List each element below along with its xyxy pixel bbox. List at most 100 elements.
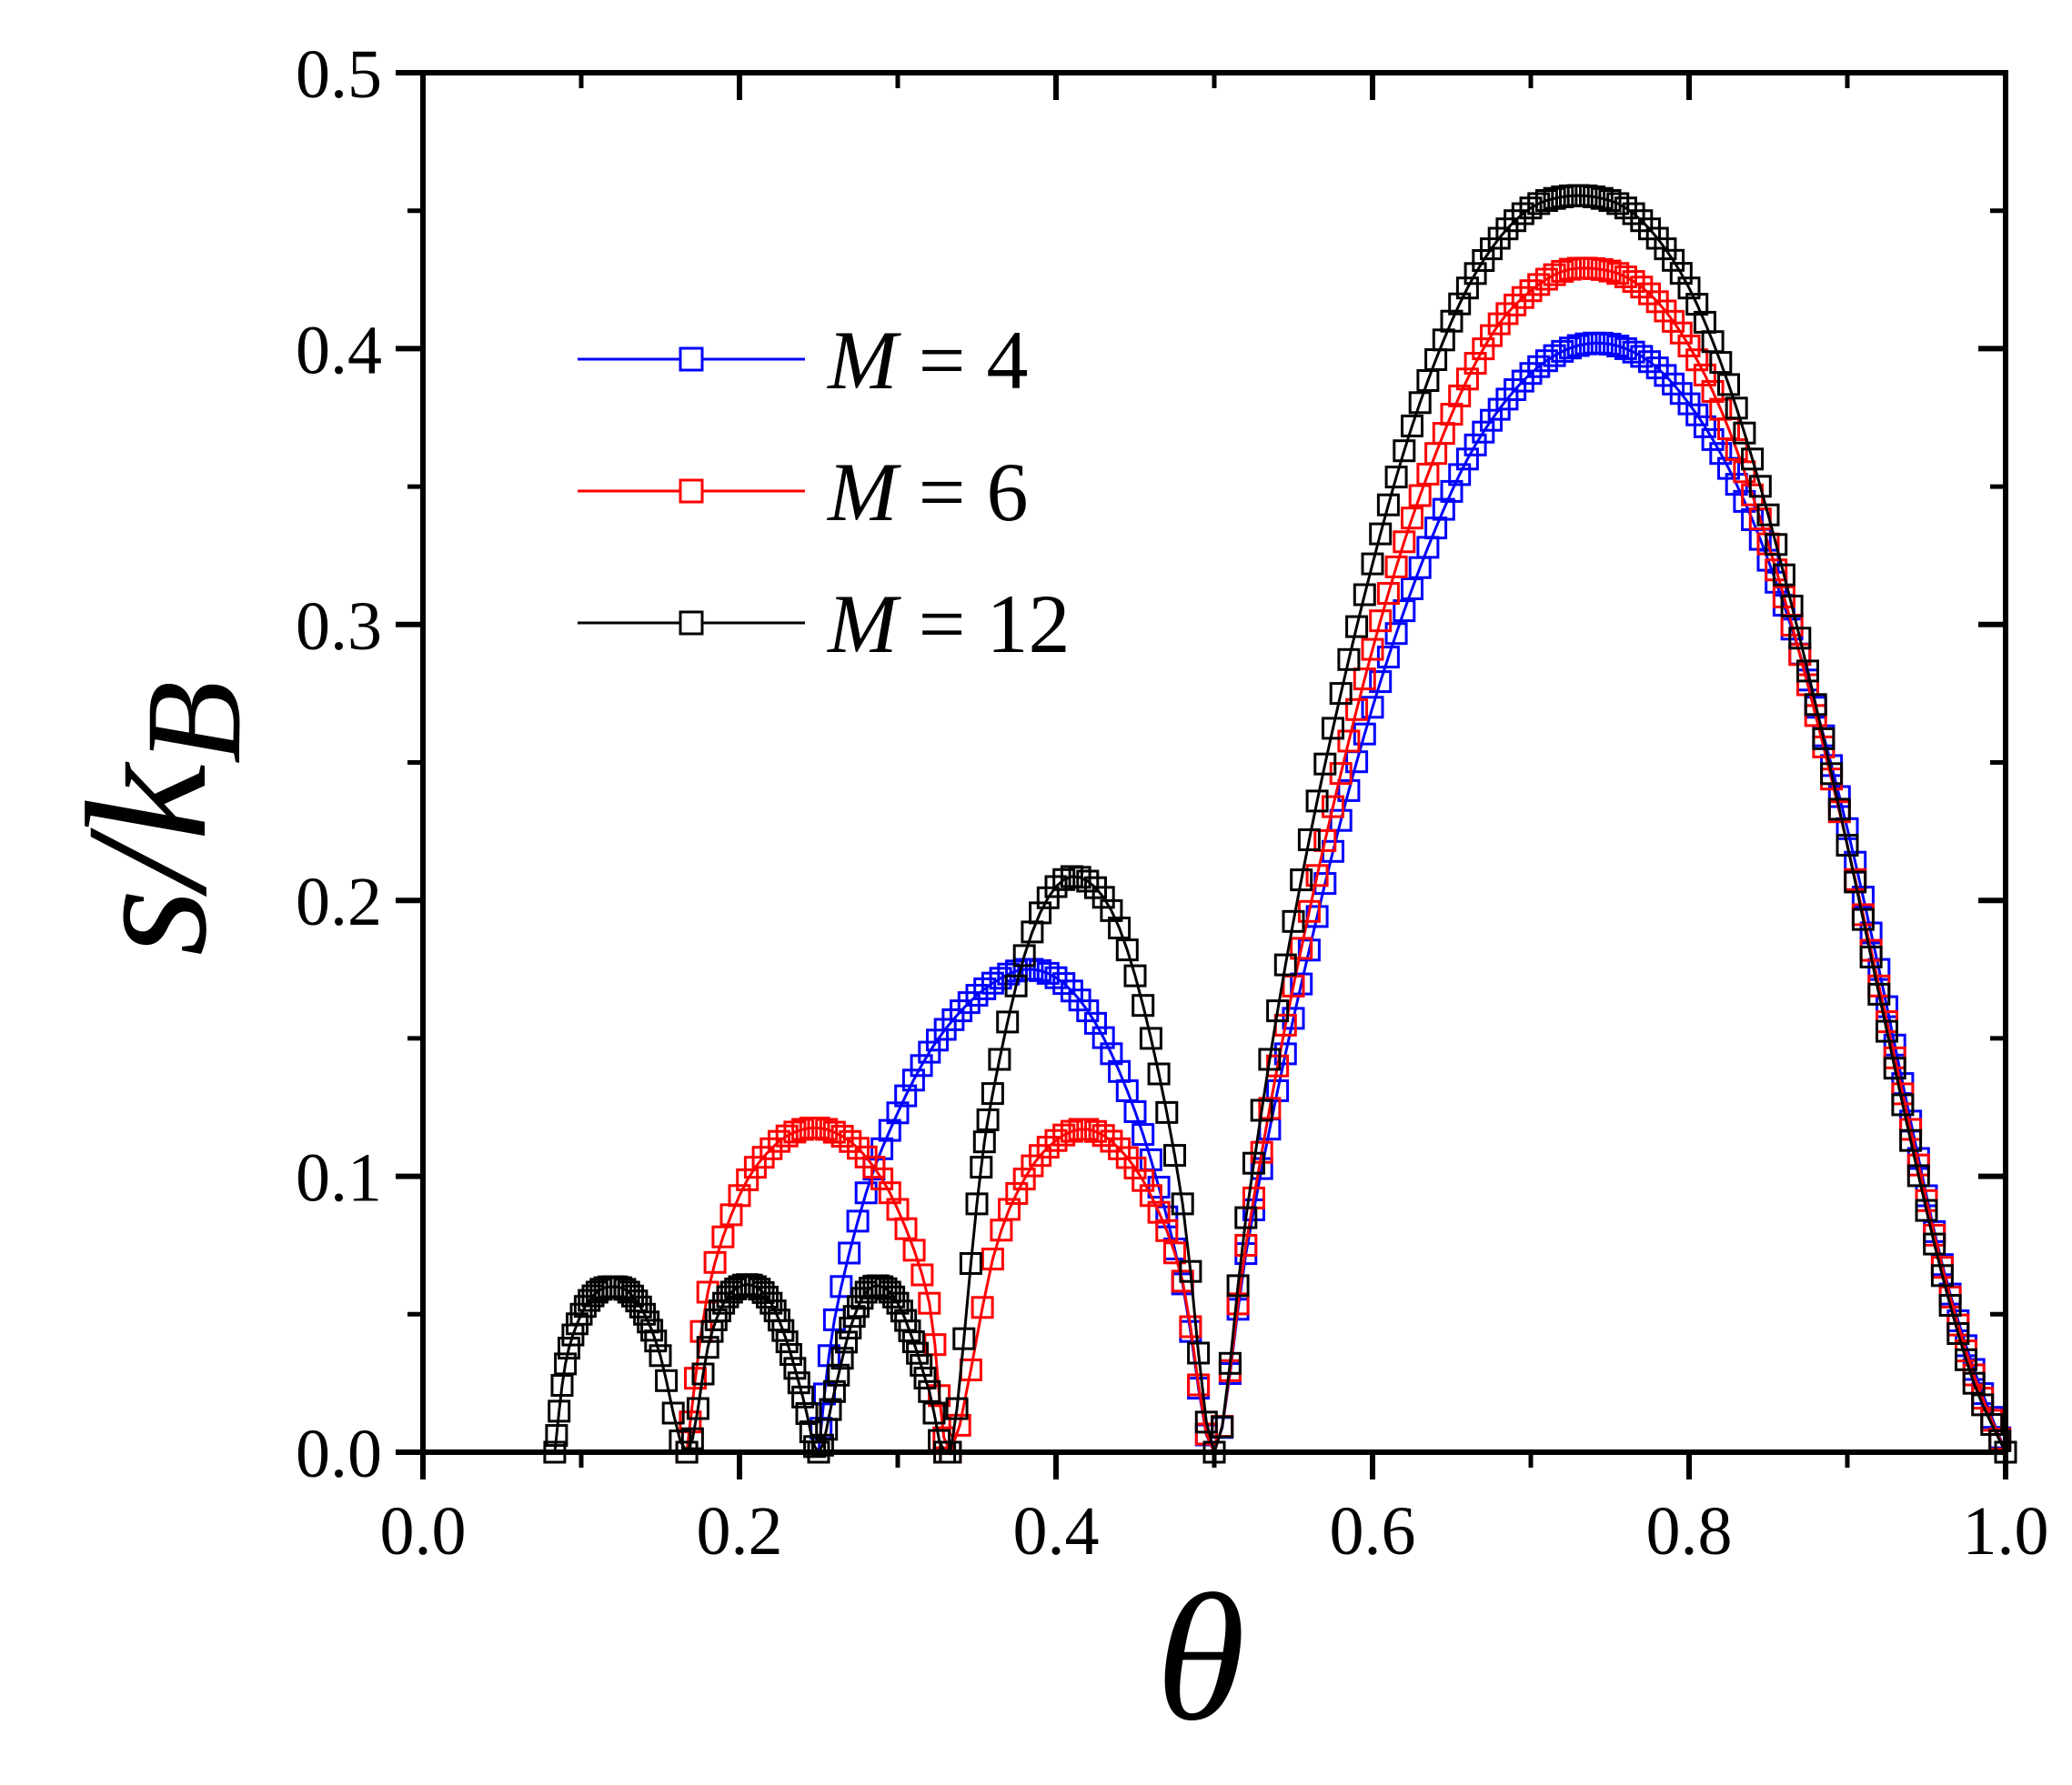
data-point-marker	[1100, 898, 1123, 922]
data-point-marker	[1376, 646, 1400, 669]
data-point-marker	[1859, 945, 1883, 968]
data-point-marker	[1353, 722, 1376, 746]
data-point-marker	[751, 1146, 775, 1169]
data-point-marker	[910, 1263, 934, 1287]
data-point-marker	[965, 984, 989, 1007]
legend-marker	[679, 346, 704, 372]
data-point-marker	[1384, 466, 1408, 489]
data-point-marker	[1930, 1264, 1954, 1288]
data-point-marker	[1645, 356, 1669, 380]
data-point-marker	[965, 1192, 989, 1216]
y-tick-label: 0.4	[296, 312, 382, 388]
data-point-marker	[981, 1082, 1004, 1106]
svg-text:s/kB: s/kB	[52, 681, 269, 957]
data-point-marker	[775, 1124, 799, 1148]
data-point-marker	[1132, 1168, 1155, 1192]
data-point-marker	[1076, 1118, 1100, 1141]
data-point-marker	[1258, 1097, 1282, 1120]
data-point-marker	[957, 991, 981, 1015]
data-point-marker	[894, 1217, 918, 1240]
data-point-marker	[1606, 262, 1630, 286]
data-point-marker	[1123, 1100, 1147, 1123]
data-point-marker	[1226, 1274, 1250, 1298]
data-point-marker	[1756, 503, 1780, 526]
x-tick-label: 0.2	[697, 1493, 783, 1569]
data-point-marker	[1701, 380, 1725, 403]
data-point-marker	[1741, 447, 1765, 471]
data-point-marker	[1029, 901, 1052, 925]
data-point-marker	[1859, 921, 1883, 945]
data-point-marker	[1012, 944, 1036, 968]
x-tick-label: 0.8	[1646, 1493, 1733, 1569]
data-point-marker	[775, 1330, 799, 1354]
data-point-marker	[1297, 938, 1321, 962]
data-point-marker	[959, 1252, 982, 1275]
data-point-marker	[1463, 352, 1487, 375]
data-point-marker	[996, 1010, 1020, 1034]
data-point-marker	[952, 1327, 976, 1350]
legend-label: M = 6	[826, 446, 1029, 538]
data-point-marker	[1598, 259, 1622, 283]
data-point-marker	[1115, 938, 1139, 962]
data-point-marker	[1709, 351, 1733, 375]
data-point-marker	[1804, 693, 1827, 717]
data-point-marker	[1393, 439, 1416, 463]
data-point-marker	[988, 1048, 1011, 1071]
data-point-marker	[1052, 1123, 1076, 1147]
data-point-marker	[1132, 994, 1155, 1018]
data-point-marker	[1393, 530, 1416, 554]
data-point-marker	[1179, 1315, 1202, 1339]
data-point-marker	[1630, 276, 1654, 299]
data-point-marker	[835, 1330, 858, 1354]
data-point-marker	[554, 1352, 578, 1376]
data-point-marker	[1194, 1410, 1218, 1434]
data-point-marker	[1052, 867, 1076, 891]
data-point-marker	[1796, 659, 1819, 683]
data-point-marker	[1883, 1057, 1906, 1080]
data-point-marker	[1187, 1373, 1211, 1397]
data-point-marker	[1448, 384, 1472, 407]
data-point-marker	[1606, 335, 1630, 357]
data-point-marker	[1123, 1157, 1147, 1179]
data-point-marker	[1867, 982, 1891, 1006]
data-point-marker	[691, 1362, 715, 1386]
data-point-marker	[787, 1371, 810, 1395]
data-point-marker	[1551, 259, 1574, 283]
data-point-marker	[1218, 1351, 1242, 1375]
data-point-marker	[1788, 627, 1812, 650]
data-point-marker	[1147, 1062, 1171, 1086]
data-point-marker	[1463, 433, 1487, 456]
data-point-marker	[1132, 1123, 1155, 1147]
data-point-marker	[1551, 339, 1574, 363]
data-point-marker	[1980, 1413, 2004, 1436]
data-point-marker	[1234, 1206, 1258, 1229]
data-point-marker	[1361, 637, 1384, 661]
data-point-marker	[1369, 670, 1393, 694]
data-point-marker	[748, 1278, 771, 1301]
y-tick-label: 0.0	[296, 1416, 382, 1492]
data-point-marker	[1543, 186, 1566, 210]
data-point-marker	[1638, 282, 1661, 306]
data-point-marker	[948, 1413, 971, 1437]
data-point-marker	[1305, 789, 1329, 813]
data-point-marker	[906, 1341, 930, 1365]
series-layer	[543, 184, 2017, 1464]
data-point-marker	[1938, 1294, 1962, 1317]
data-point-marker	[1566, 334, 1590, 357]
data-point-marker	[862, 1156, 886, 1179]
data-point-marker	[1662, 248, 1685, 272]
data-point-marker	[1669, 262, 1693, 286]
data-point-marker	[1590, 257, 1614, 281]
data-point-marker	[1685, 293, 1709, 316]
data-point-marker	[1337, 729, 1361, 753]
data-point-marker	[1654, 364, 1677, 387]
data-point-marker	[830, 1347, 854, 1370]
data-point-marker	[1369, 609, 1393, 633]
data-point-marker	[1313, 828, 1337, 852]
data-point-marker	[894, 1084, 918, 1108]
data-point-marker	[1052, 972, 1076, 996]
data-point-marker	[918, 1040, 941, 1064]
data-point-marker	[1669, 321, 1693, 345]
data-point-marker	[703, 1250, 727, 1274]
